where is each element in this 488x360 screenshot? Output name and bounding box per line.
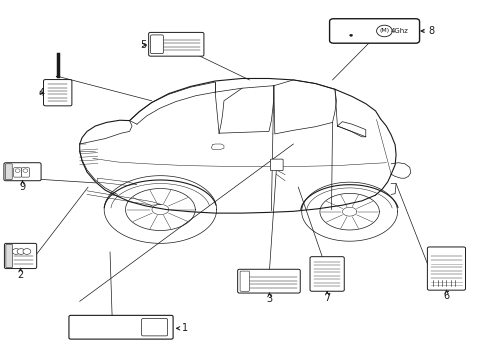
FancyBboxPatch shape [43, 80, 72, 106]
FancyBboxPatch shape [309, 257, 344, 291]
Circle shape [376, 25, 391, 37]
Circle shape [17, 249, 25, 255]
Circle shape [23, 249, 31, 255]
FancyBboxPatch shape [14, 168, 21, 177]
Circle shape [23, 169, 28, 172]
Text: 1: 1 [182, 323, 188, 333]
FancyBboxPatch shape [240, 271, 249, 291]
Text: 4Ghz: 4Ghz [389, 28, 407, 34]
FancyBboxPatch shape [69, 315, 173, 339]
FancyBboxPatch shape [4, 243, 37, 269]
Circle shape [12, 249, 20, 255]
FancyBboxPatch shape [142, 319, 167, 336]
Text: 8: 8 [427, 26, 434, 36]
Circle shape [349, 34, 352, 36]
FancyBboxPatch shape [427, 247, 465, 290]
FancyBboxPatch shape [5, 164, 12, 180]
Text: 9: 9 [20, 182, 25, 192]
FancyBboxPatch shape [6, 244, 13, 267]
FancyBboxPatch shape [237, 269, 300, 293]
Circle shape [15, 169, 20, 172]
FancyBboxPatch shape [148, 32, 203, 56]
FancyBboxPatch shape [21, 168, 29, 177]
FancyBboxPatch shape [270, 159, 283, 171]
Text: 2: 2 [18, 270, 23, 280]
Text: 7: 7 [324, 293, 329, 303]
Text: 4: 4 [38, 88, 44, 98]
FancyBboxPatch shape [4, 163, 41, 181]
Text: 5: 5 [140, 40, 146, 50]
FancyBboxPatch shape [150, 35, 163, 54]
Text: 6: 6 [443, 291, 448, 301]
FancyBboxPatch shape [329, 19, 419, 43]
Text: (M): (M) [379, 28, 389, 33]
Text: 3: 3 [266, 294, 272, 305]
